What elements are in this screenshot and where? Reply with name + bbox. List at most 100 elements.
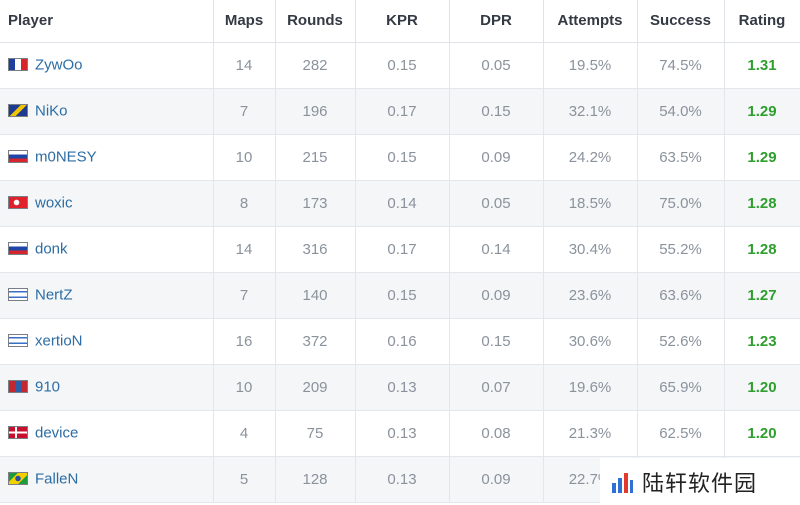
flag-france-icon [8,57,28,71]
rounds-cell: 75 [275,410,356,457]
maps-cell: 14 [213,42,276,89]
dpr-cell: 0.15 [449,88,544,135]
player-cell: 910 [0,364,214,411]
player-cell: NertZ [0,272,214,319]
header-player[interactable]: Player [0,0,214,43]
rounds-cell: 196 [275,88,356,135]
rounds-cell: 128 [275,456,356,503]
header-success[interactable]: Success [637,0,725,43]
maps-cell: 8 [213,180,276,227]
table-row: device 4 75 0.13 0.08 21.3% 62.5% 1.20 [0,410,800,457]
attempts-cell: 23.6% [543,272,638,319]
dpr-cell: 0.08 [449,410,544,457]
success-cell: 63.5% [637,134,725,181]
player-name-link[interactable]: 910 [35,378,61,396]
player-cell: ZywOo [0,42,214,89]
player-name-link[interactable]: donk [35,240,68,258]
player-name-link[interactable]: device [35,424,79,442]
dpr-cell: 0.07 [449,364,544,411]
flag-israel-icon [8,333,28,347]
kpr-cell: 0.17 [355,226,450,273]
success-cell: 74.5% [637,42,725,89]
success-cell: 55.2% [637,226,725,273]
watermark-text: 陆轩软件园 [642,471,758,497]
attempts-cell: 30.6% [543,318,638,365]
player-name-link[interactable]: FalleN [35,470,79,488]
dpr-cell: 0.05 [449,42,544,89]
player-cell: FalleN [0,456,214,503]
player-cell: donk [0,226,214,273]
header-row: Player Maps Rounds KPR DPR Attempts Succ… [0,0,800,43]
rating-cell: 1.29 [724,134,800,181]
table-row: donk 14 316 0.17 0.14 30.4% 55.2% 1.28 [0,226,800,273]
watermark: 陆轩软件园 [600,458,800,505]
kpr-cell: 0.14 [355,180,450,227]
player-cell: xertioN [0,318,214,365]
attempts-cell: 21.3% [543,410,638,457]
header-attempts[interactable]: Attempts [543,0,638,43]
rounds-cell: 316 [275,226,356,273]
attempts-cell: 32.1% [543,88,638,135]
player-name-link[interactable]: NiKo [35,102,68,120]
flag-russia-icon [8,241,28,255]
dpr-cell: 0.05 [449,180,544,227]
kpr-cell: 0.15 [355,42,450,89]
table-row: NiKo 7 196 0.17 0.15 32.1% 54.0% 1.29 [0,88,800,135]
flag-brazil-icon [8,471,28,485]
table-body: ZywOo 14 282 0.15 0.05 19.5% 74.5% 1.31 NiKo 7 196… [0,42,800,503]
table-row: xertioN 16 372 0.16 0.15 30.6% 52.6% 1.23 [0,318,800,365]
player-cell: woxic [0,180,214,227]
rating-cell: 1.23 [724,318,800,365]
header-kpr[interactable]: KPR [355,0,450,43]
flag-turkey-icon [8,195,28,209]
player-name-link[interactable]: NertZ [35,286,73,304]
flag-denmark-icon [8,425,28,439]
rounds-cell: 372 [275,318,356,365]
header-dpr[interactable]: DPR [449,0,544,43]
dpr-cell: 0.09 [449,134,544,181]
flag-russia-icon [8,149,28,163]
success-cell: 65.9% [637,364,725,411]
maps-cell: 7 [213,272,276,319]
rounds-cell: 173 [275,180,356,227]
flag-israel-icon [8,287,28,301]
success-cell: 54.0% [637,88,725,135]
rounds-cell: 215 [275,134,356,181]
maps-cell: 10 [213,364,276,411]
player-name-link[interactable]: woxic [35,194,73,212]
rounds-cell: 140 [275,272,356,319]
dpr-cell: 0.15 [449,318,544,365]
rating-cell: 1.28 [724,180,800,227]
table-row: ZywOo 14 282 0.15 0.05 19.5% 74.5% 1.31 [0,42,800,89]
watermark-logo-icon [612,472,633,493]
player-name-link[interactable]: ZywOo [35,56,83,74]
table-row: 910 10 209 0.13 0.07 19.6% 65.9% 1.20 [0,364,800,411]
maps-cell: 7 [213,88,276,135]
attempts-cell: 30.4% [543,226,638,273]
attempts-cell: 19.5% [543,42,638,89]
header-maps[interactable]: Maps [213,0,276,43]
player-name-link[interactable]: m0NESY [35,148,97,166]
table-row: NertZ 7 140 0.15 0.09 23.6% 63.6% 1.27 [0,272,800,319]
dpr-cell: 0.14 [449,226,544,273]
kpr-cell: 0.13 [355,410,450,457]
attempts-cell: 18.5% [543,180,638,227]
table-row: m0NESY 10 215 0.15 0.09 24.2% 63.5% 1.29 [0,134,800,181]
player-name-link[interactable]: xertioN [35,332,83,350]
dpr-cell: 0.09 [449,272,544,319]
dpr-cell: 0.09 [449,456,544,503]
success-cell: 75.0% [637,180,725,227]
rounds-cell: 209 [275,364,356,411]
maps-cell: 16 [213,318,276,365]
attempts-cell: 19.6% [543,364,638,411]
rating-cell: 1.29 [724,88,800,135]
rounds-cell: 282 [275,42,356,89]
flag-mongolia-icon [8,379,28,393]
success-cell: 62.5% [637,410,725,457]
header-rounds[interactable]: Rounds [275,0,356,43]
maps-cell: 14 [213,226,276,273]
header-rating[interactable]: Rating [724,0,800,43]
rating-cell: 1.20 [724,410,800,457]
player-cell: m0NESY [0,134,214,181]
